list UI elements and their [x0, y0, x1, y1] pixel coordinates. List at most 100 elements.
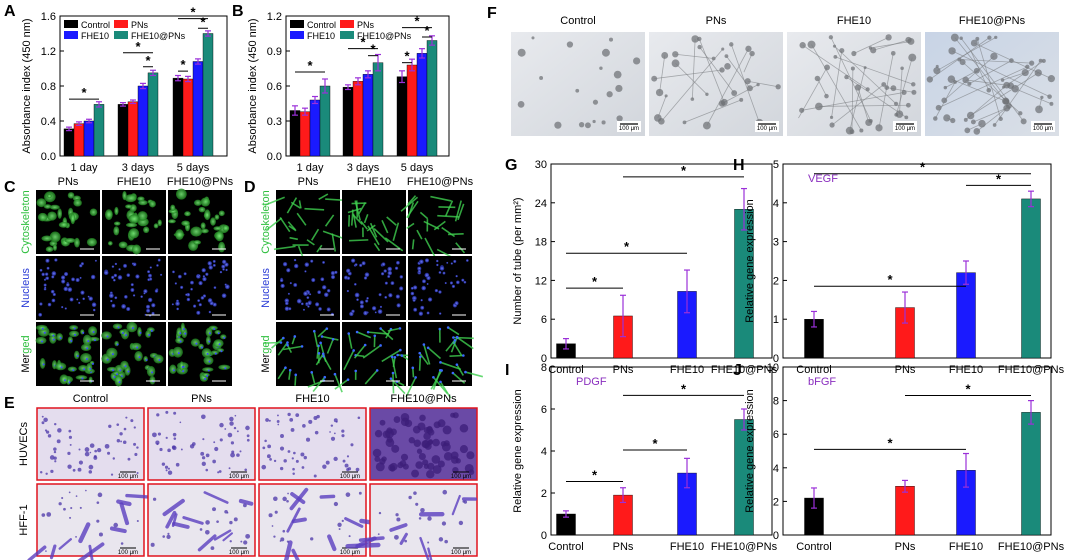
tube-branch	[831, 50, 843, 118]
stained-pore-dot	[233, 426, 237, 430]
chart-i-ytick-label: 2	[541, 488, 547, 500]
cytoskeleton-fiber	[405, 377, 417, 398]
stained-pore-dot	[295, 413, 300, 418]
cell-blob	[49, 231, 61, 243]
chart-g-ytick-label: 30	[535, 159, 547, 171]
nucleus-dot	[426, 282, 429, 285]
cell-blob	[80, 353, 92, 364]
nucleus-dot	[69, 297, 74, 302]
nucleus-dot	[75, 277, 80, 283]
image-background	[147, 407, 256, 481]
panel-f-image: 100 μm	[511, 32, 645, 136]
cytoskeleton-fiber	[347, 333, 353, 349]
nucleus-dot	[436, 259, 439, 263]
stained-pore-dot	[301, 466, 305, 469]
nucleus-dot	[138, 356, 141, 359]
nucleus-dot	[413, 307, 418, 312]
cytoskeleton-fiber	[288, 370, 291, 380]
cell-blob	[114, 375, 123, 387]
nucleus-dot	[419, 259, 424, 264]
cell-cluster	[592, 119, 596, 124]
cytoskeleton-fiber	[456, 364, 464, 376]
bar-pns	[299, 111, 311, 157]
nucleus-dot	[108, 293, 114, 299]
tube-branch	[801, 92, 905, 111]
cell-blob	[119, 329, 125, 335]
stained-pore-dot	[201, 461, 206, 466]
cell-blob	[214, 214, 220, 220]
nucleus-dot	[64, 307, 67, 310]
nucleus-dot	[334, 270, 338, 274]
stained-pore-dot	[438, 537, 444, 542]
stained-pore-dot	[130, 419, 134, 423]
nucleus-dot	[118, 268, 121, 271]
stained-cell	[345, 542, 381, 549]
nucleus-dot	[113, 273, 118, 278]
stained-pore-dot	[330, 436, 336, 441]
scale-bar-label: 100 μm	[229, 474, 249, 480]
cell-blob	[45, 246, 54, 253]
column-label: FHE10	[837, 15, 871, 27]
chart-b-ytick-label: 0.9	[267, 46, 282, 58]
cell-blob	[54, 362, 67, 371]
chart-significance-star: *	[404, 49, 410, 64]
nucleus-dot	[39, 302, 43, 306]
legend-swatch	[340, 20, 354, 28]
cytoskeleton-fiber	[360, 220, 368, 230]
stained-pore-dot	[268, 419, 271, 422]
cytoskeleton-fiber	[445, 200, 454, 217]
nucleus-dot	[374, 311, 377, 314]
nucleus-dot	[177, 274, 182, 279]
stained-pore-dot	[189, 444, 195, 449]
column-label: Control	[560, 15, 595, 27]
stained-pore-dot	[290, 428, 295, 432]
stained-pore-dot	[377, 533, 380, 536]
nucleus-dot	[353, 282, 357, 286]
stained-pore-dot	[468, 469, 475, 475]
cell-blob	[200, 197, 211, 207]
nucleus-dot	[414, 376, 417, 379]
nucleus-dot	[193, 304, 197, 308]
nucleus-dot	[417, 266, 422, 271]
chart-a-ytick-label: 1.2	[41, 46, 56, 58]
nucleus-dot	[333, 372, 337, 376]
nucleus-dot	[175, 301, 180, 306]
category-label: FHE10	[949, 364, 983, 376]
legend-swatch	[64, 31, 78, 39]
image-background	[511, 32, 645, 136]
cytoskeleton-fiber	[354, 200, 362, 221]
cell-blob	[48, 332, 57, 337]
nucleus-dot	[456, 280, 460, 285]
column-label: FHE10@PNs	[167, 176, 234, 188]
stained-pore-dot	[333, 432, 336, 435]
chart-significance-star: *	[81, 85, 87, 100]
nucleus-dot	[39, 268, 43, 272]
stained-pore-dot	[264, 439, 267, 443]
cytoskeleton-fiber	[334, 378, 349, 390]
stained-pore-dot	[400, 453, 409, 461]
cell-cluster	[973, 67, 980, 74]
stained-pore-dot	[459, 423, 469, 433]
chart-h-ytick-label: 1	[773, 314, 779, 326]
cell-blob	[170, 204, 176, 211]
nucleus-dot	[379, 344, 382, 347]
nucleus-dot	[387, 266, 393, 272]
cytoskeleton-fiber	[380, 327, 394, 341]
stained-pore-dot	[224, 428, 227, 430]
nucleus-dot	[52, 292, 56, 297]
nucleus-dot	[378, 293, 382, 297]
stained-pore-dot	[427, 462, 435, 471]
nucleus-dot	[225, 268, 228, 272]
nucleus-dot	[293, 335, 297, 338]
scale-bar-label: 100 μm	[757, 126, 777, 132]
chart-i: 0 2 4 6 8 Relative gene expression Control PNs F…	[512, 362, 778, 553]
cell-blob	[201, 348, 212, 358]
chart-h-ylabel: Relative gene expression	[744, 199, 756, 323]
stained-pore-dot	[175, 462, 180, 467]
stained-pore-dot	[292, 467, 295, 471]
chart-g-ytick-label: 12	[535, 275, 547, 287]
cell-blob	[78, 365, 88, 372]
stained-pore-dot	[432, 465, 442, 474]
nucleus-dot	[213, 328, 216, 331]
